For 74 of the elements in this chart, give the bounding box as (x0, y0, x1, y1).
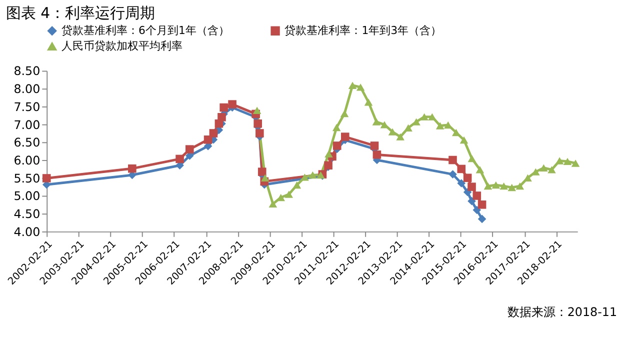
point (468, 154, 476, 162)
point (478, 200, 486, 209)
point (540, 164, 548, 172)
y-tick-label: 5.00 (14, 189, 40, 204)
point (508, 184, 516, 192)
point (228, 100, 236, 108)
point (457, 179, 466, 188)
legend-label: 人民币贷款加权平均利率 (62, 39, 183, 52)
point (524, 174, 532, 182)
point (571, 160, 580, 167)
point (548, 166, 556, 174)
point (516, 182, 524, 190)
chart-title: 图表 4：利率运行周期 (6, 4, 156, 22)
point (555, 157, 564, 164)
point (460, 136, 468, 144)
y-tick-label: 7.50 (14, 100, 40, 114)
point (128, 164, 136, 173)
point (372, 150, 382, 159)
legend-label: 贷款基准利率：1年到3年（含） (284, 24, 442, 37)
point (372, 118, 381, 126)
point (340, 132, 350, 141)
point (436, 122, 444, 130)
point (396, 133, 404, 140)
point (308, 171, 317, 179)
y-tick-label: 8.00 (14, 82, 40, 96)
y-tick-label: 7.00 (14, 118, 40, 132)
point (476, 166, 484, 174)
point (284, 190, 294, 198)
point (364, 98, 373, 106)
point (478, 214, 486, 224)
point (370, 142, 379, 150)
point (563, 158, 572, 166)
point (268, 200, 278, 208)
point (448, 170, 457, 178)
y-tick-label: 5.50 (14, 171, 40, 186)
point (220, 103, 228, 112)
y-tick-label: 4.00 (14, 224, 40, 239)
y-tick-label: 4.50 (14, 207, 40, 222)
point (324, 150, 333, 158)
point (340, 110, 349, 118)
y-tick-label: 6.50 (14, 136, 40, 150)
point (292, 181, 302, 189)
point (256, 129, 264, 138)
point (254, 119, 262, 128)
point (258, 168, 266, 176)
point (500, 182, 508, 190)
point (348, 82, 357, 89)
point (332, 124, 341, 132)
point (404, 124, 412, 132)
point (492, 181, 500, 189)
point (185, 145, 194, 154)
point (42, 174, 51, 182)
point (204, 136, 212, 144)
point (457, 164, 466, 174)
point (484, 182, 492, 190)
point (468, 182, 476, 191)
point (260, 174, 270, 182)
point (448, 156, 457, 164)
point (332, 142, 342, 150)
y-tick-label: 6.00 (14, 153, 40, 168)
point (356, 84, 365, 91)
point (463, 174, 472, 182)
y-tick-label: 8.50 (14, 64, 40, 78)
point (420, 113, 428, 120)
point (176, 154, 184, 164)
point (388, 128, 397, 136)
point (428, 113, 436, 120)
point (252, 106, 262, 114)
legend-label: 贷款基准利率：6个月到1年（含） (62, 24, 230, 37)
source-note: 数据来源：2018-11 (507, 304, 618, 319)
point (472, 206, 482, 214)
point (218, 113, 226, 122)
point (472, 192, 482, 200)
point (209, 129, 218, 138)
